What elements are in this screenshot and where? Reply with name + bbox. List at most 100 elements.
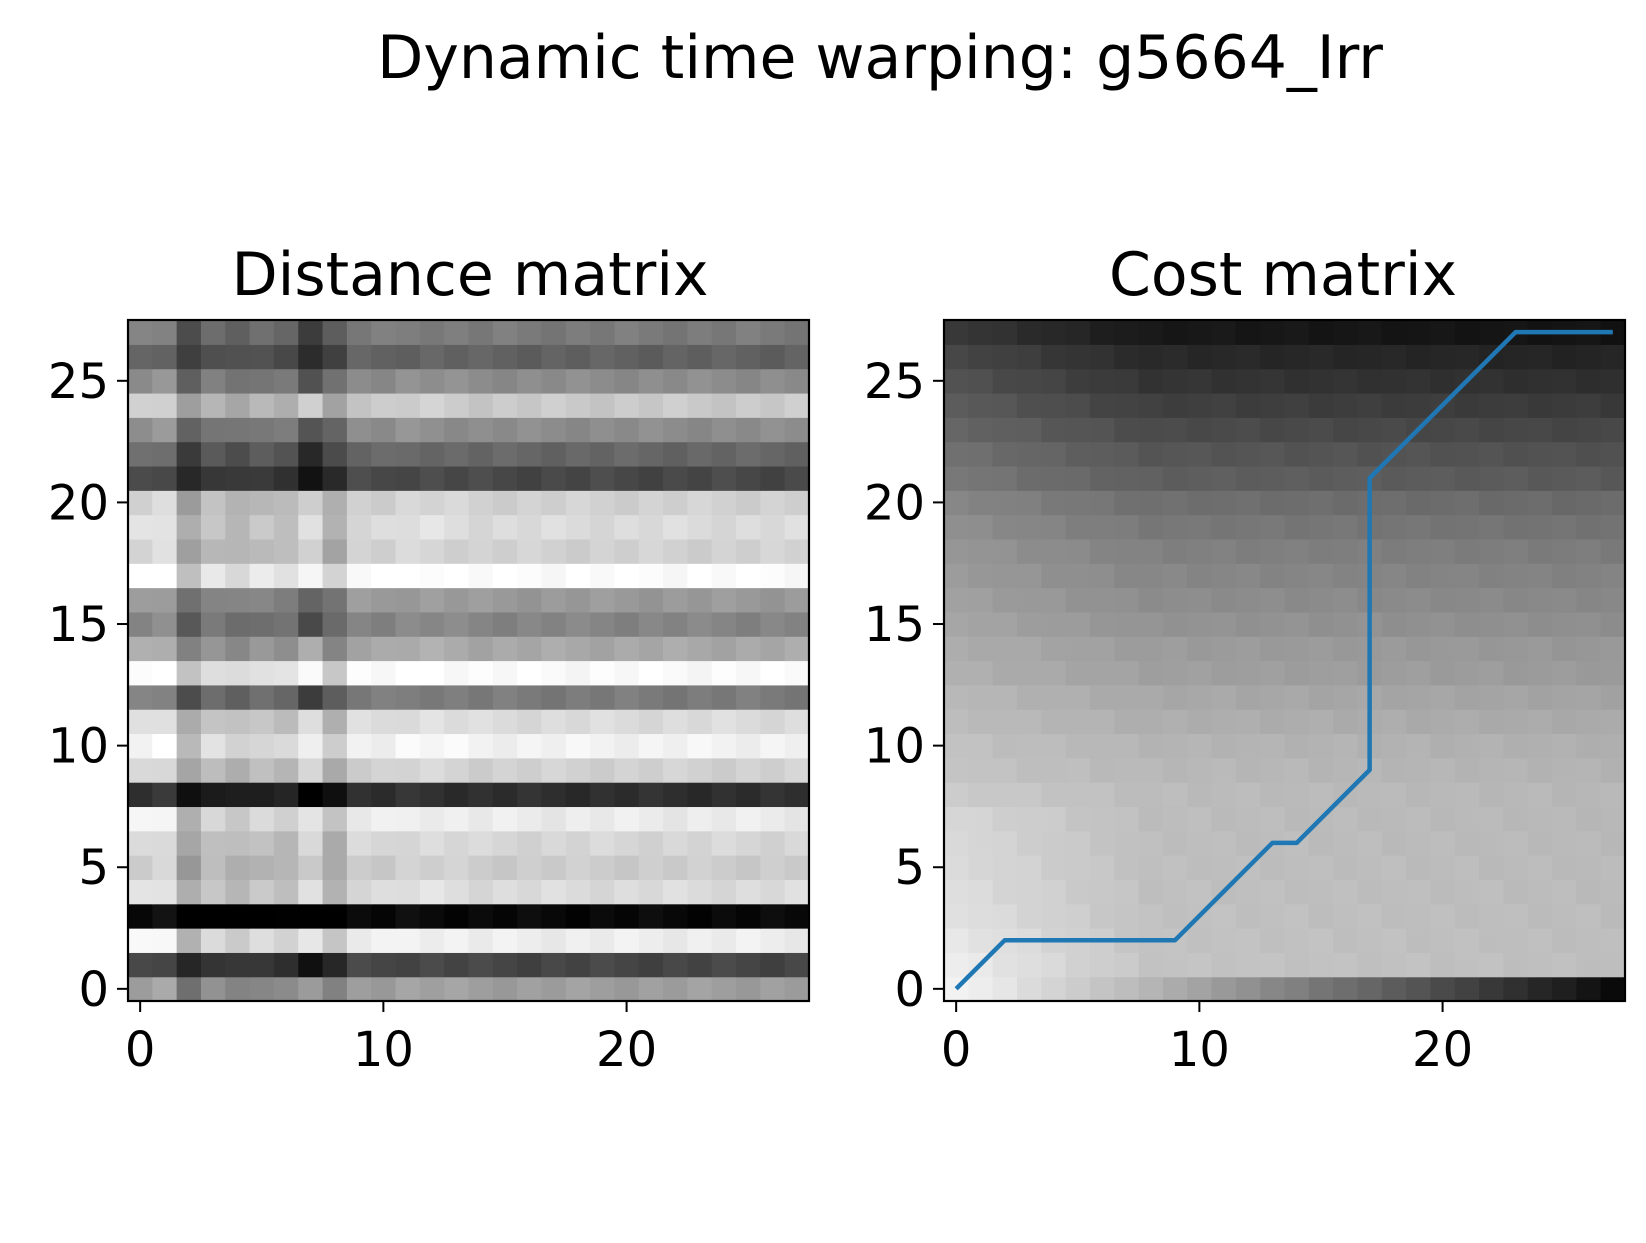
heatmap-cell	[1016, 514, 1042, 540]
heatmap-cell	[249, 538, 275, 564]
heatmap-cell	[944, 344, 969, 370]
heatmap-cell	[1041, 855, 1067, 880]
heatmap-cell	[541, 830, 567, 856]
heatmap-cell	[1527, 806, 1553, 832]
heatmap-cell	[1576, 709, 1602, 735]
heatmap-cell	[1308, 757, 1334, 783]
heatmap-cell	[395, 733, 421, 759]
heatmap-cell	[760, 563, 786, 589]
heatmap-cell	[1138, 879, 1164, 905]
heatmap-cell	[1284, 636, 1310, 662]
heatmap-cell	[1308, 636, 1334, 662]
heatmap-cell	[395, 538, 421, 564]
heatmap-cell	[1260, 782, 1286, 808]
heatmap-cell	[541, 344, 567, 370]
heatmap-cell	[1211, 636, 1237, 662]
heatmap-cell	[492, 928, 518, 953]
heatmap-cell	[736, 320, 761, 345]
heatmap-cell	[1187, 684, 1213, 710]
warping-path	[954, 329, 1613, 991]
heatmap-cell	[784, 636, 810, 662]
heatmap-cell	[200, 465, 226, 491]
heatmap-cell	[1503, 514, 1529, 540]
heatmap-cell	[1235, 879, 1261, 905]
heatmap-cell	[1333, 660, 1359, 686]
heatmap-cell	[1576, 587, 1602, 613]
heatmap-cell	[711, 636, 737, 662]
heatmap-cell	[1479, 879, 1504, 905]
heatmap-cell	[128, 976, 153, 1002]
heatmap-cell	[565, 611, 591, 637]
heatmap-cell	[468, 806, 494, 832]
heatmap-cell	[1260, 563, 1286, 589]
heatmap-cell	[346, 733, 372, 759]
heatmap-cell	[1479, 417, 1504, 443]
heatmap-cell	[614, 636, 640, 662]
heatmap-cell	[346, 879, 372, 905]
heatmap-cell	[346, 611, 372, 637]
heatmap-cell	[1381, 879, 1407, 905]
heatmap-cell	[687, 855, 713, 880]
heatmap-cell	[1406, 320, 1432, 345]
heatmap-cell	[1284, 879, 1310, 905]
heatmap-cell	[517, 611, 543, 637]
heatmap-cell	[1479, 782, 1504, 808]
heatmap-cell	[249, 441, 275, 467]
heatmap-cell	[565, 684, 591, 710]
heatmap-cell	[517, 344, 543, 370]
heatmap-cell	[1211, 368, 1237, 394]
heatmap-cell	[614, 879, 640, 905]
heatmap-cell	[614, 344, 640, 370]
heatmap-cell	[1503, 830, 1529, 856]
heatmap-cell	[590, 879, 616, 905]
heatmap-cell	[273, 806, 299, 832]
heatmap-cell	[395, 611, 421, 637]
heatmap-cell	[968, 636, 994, 662]
heatmap-cell	[322, 320, 348, 345]
heatmap-cell	[128, 368, 153, 394]
heatmap-cell	[1406, 368, 1432, 394]
heatmap-cell	[298, 392, 324, 418]
heatmap-cell	[298, 611, 324, 637]
heatmap-cell	[1235, 587, 1261, 613]
heatmap-cell	[1187, 563, 1213, 589]
heatmap-cell	[784, 855, 810, 880]
heatmap-cell	[687, 903, 713, 929]
heatmap-cell	[1041, 782, 1067, 808]
heatmap-cell	[1260, 587, 1286, 613]
heatmap-cell	[736, 806, 761, 832]
heatmap-cell	[1333, 563, 1359, 589]
heatmap-cell	[128, 806, 153, 832]
heatmap-cell	[1308, 490, 1334, 516]
heatmap-cell	[1284, 538, 1310, 564]
heatmap-cell	[565, 368, 591, 394]
heatmap-cell	[1041, 392, 1067, 418]
heatmap-cell	[760, 879, 786, 905]
heatmap-cell	[1406, 976, 1432, 1002]
heatmap-cell	[1211, 538, 1237, 564]
heatmap-cell	[736, 490, 761, 516]
heatmap-cell	[590, 392, 616, 418]
heatmap-cell	[1357, 441, 1383, 467]
heatmap-cell	[968, 368, 994, 394]
heatmap-cell	[1162, 636, 1188, 662]
heatmap-cell	[128, 733, 153, 759]
heatmap-cell	[614, 563, 640, 589]
heatmap-cell	[1503, 563, 1529, 589]
heatmap-cell	[1065, 806, 1091, 832]
heatmap-cell	[1381, 976, 1407, 1002]
heatmap-cell	[1430, 636, 1456, 662]
heatmap-cell	[152, 782, 178, 808]
heatmap-cell	[1430, 465, 1456, 491]
heatmap-cell	[687, 563, 713, 589]
heatmap-cell	[322, 611, 348, 637]
heatmap-cell	[760, 441, 786, 467]
heatmap-cell	[1430, 660, 1456, 686]
heatmap-cell	[200, 587, 226, 613]
heatmap-cell	[1503, 441, 1529, 467]
heatmap-cell	[565, 903, 591, 929]
heatmap-cell	[1527, 417, 1553, 443]
heatmap-cell	[298, 636, 324, 662]
heatmap-cell	[468, 976, 494, 1002]
heatmap-cell	[1454, 928, 1480, 953]
